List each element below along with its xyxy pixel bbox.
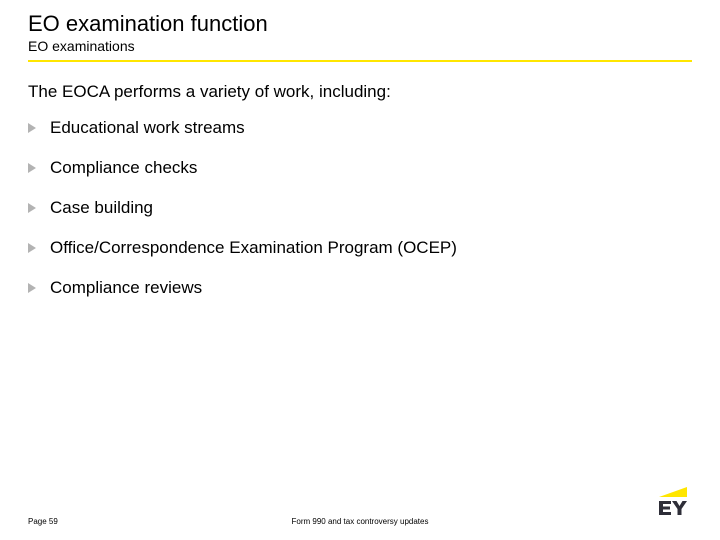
accent-divider [28, 60, 692, 62]
intro-text: The EOCA performs a variety of work, inc… [28, 82, 692, 102]
triangle-bullet-icon [28, 243, 36, 253]
bullet-list: Educational work streams Compliance chec… [28, 118, 692, 298]
triangle-bullet-icon [28, 123, 36, 133]
triangle-bullet-icon [28, 203, 36, 213]
list-item: Educational work streams [28, 118, 692, 138]
slide-title: EO examination function [28, 12, 692, 36]
slide-container: EO examination function EO examinations … [0, 0, 720, 540]
page-number: Page 59 [28, 517, 58, 526]
triangle-bullet-icon [28, 283, 36, 293]
slide-subtitle: EO examinations [28, 38, 692, 54]
list-item: Compliance reviews [28, 278, 692, 298]
footer: Page 59 Form 990 and tax controversy upd… [28, 517, 692, 526]
list-item: Case building [28, 198, 692, 218]
triangle-bullet-icon [28, 163, 36, 173]
ey-logo [654, 483, 692, 526]
list-item: Office/Correspondence Examination Progra… [28, 238, 692, 258]
footer-center-text: Form 990 and tax controversy updates [292, 517, 429, 526]
bullet-text: Compliance checks [50, 158, 197, 178]
bullet-text: Educational work streams [50, 118, 245, 138]
bullet-text: Office/Correspondence Examination Progra… [50, 238, 457, 258]
bullet-text: Compliance reviews [50, 278, 202, 298]
list-item: Compliance checks [28, 158, 692, 178]
bullet-text: Case building [50, 198, 153, 218]
